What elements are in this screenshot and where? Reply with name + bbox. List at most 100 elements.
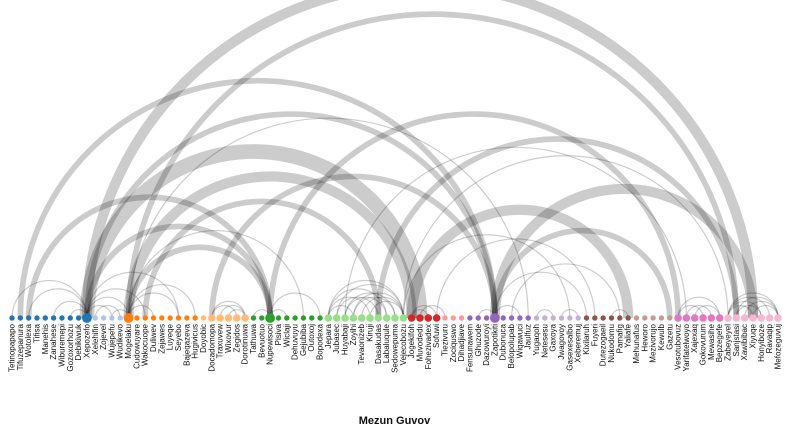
node-marker[interactable] [575, 315, 581, 321]
node-marker[interactable] [674, 314, 682, 322]
node-label: Zapotikiti [490, 324, 499, 356]
node-marker[interactable] [200, 315, 207, 321]
node-marker[interactable] [500, 315, 506, 321]
node-marker[interactable] [550, 315, 556, 321]
node-marker[interactable] [542, 315, 548, 321]
node-marker[interactable] [699, 314, 707, 322]
node-marker[interactable] [483, 315, 490, 321]
node-marker[interactable] [241, 314, 249, 322]
node-marker[interactable] [374, 314, 383, 322]
node-marker[interactable] [567, 315, 573, 321]
node-marker[interactable] [732, 314, 741, 322]
node-marker[interactable] [17, 315, 24, 321]
node-marker[interactable] [208, 314, 216, 322]
node-marker[interactable] [608, 315, 615, 321]
node-marker[interactable] [617, 315, 623, 321]
node-label: Mogelaku [124, 324, 133, 359]
node-marker[interactable] [690, 314, 699, 322]
node-marker[interactable] [525, 315, 531, 321]
node-marker[interactable] [774, 314, 782, 322]
node-marker[interactable] [508, 315, 515, 321]
node-marker[interactable] [707, 314, 716, 322]
node-marker[interactable] [517, 315, 523, 321]
node-marker[interactable] [467, 315, 473, 321]
node-marker[interactable] [357, 314, 366, 322]
node-marker[interactable] [682, 314, 691, 322]
arc-link [327, 279, 404, 319]
node-marker[interactable] [424, 314, 433, 322]
node-marker[interactable] [175, 315, 182, 321]
node-marker[interactable] [715, 314, 724, 322]
node-marker[interactable] [265, 313, 276, 323]
node-marker[interactable] [123, 313, 134, 323]
node-marker[interactable] [667, 315, 673, 321]
arc-link [535, 309, 554, 319]
node-marker[interactable] [332, 314, 341, 322]
node-marker[interactable] [233, 314, 241, 322]
node-marker[interactable] [192, 315, 198, 321]
node-marker[interactable] [159, 315, 165, 321]
node-marker[interactable] [309, 315, 315, 321]
node-marker[interactable] [9, 315, 15, 321]
node-marker[interactable] [382, 314, 391, 322]
node-marker[interactable] [184, 315, 190, 321]
node-marker[interactable] [317, 315, 323, 321]
node-marker[interactable] [533, 315, 540, 321]
node-marker[interactable] [167, 315, 173, 321]
node-marker[interactable] [600, 315, 606, 321]
node-marker[interactable] [67, 315, 73, 321]
node-marker[interactable] [25, 315, 32, 321]
node-marker[interactable] [216, 314, 224, 322]
node-marker[interactable] [592, 315, 598, 321]
node-marker[interactable] [324, 314, 333, 322]
node-marker[interactable] [583, 315, 590, 321]
node-marker[interactable] [341, 314, 349, 322]
node-marker[interactable] [391, 314, 399, 322]
node-marker[interactable] [625, 315, 631, 321]
node-label: Kewulb [657, 323, 666, 350]
node-marker[interactable] [109, 315, 115, 321]
node-marker[interactable] [757, 314, 766, 322]
node-marker[interactable] [75, 315, 82, 321]
node-marker[interactable] [349, 314, 358, 322]
node-marker[interactable] [259, 315, 265, 321]
node-marker[interactable] [490, 313, 500, 323]
node-marker[interactable] [42, 315, 49, 321]
node-marker[interactable] [117, 315, 123, 321]
node-marker[interactable] [50, 315, 57, 321]
arc-link [560, 309, 579, 319]
node-marker[interactable] [34, 315, 40, 321]
node-marker[interactable] [450, 315, 456, 321]
node-marker[interactable] [150, 315, 157, 321]
node-marker[interactable] [724, 314, 732, 322]
node-marker[interactable] [92, 315, 98, 321]
node-marker[interactable] [300, 315, 307, 321]
node-marker[interactable] [432, 314, 441, 322]
node-marker[interactable] [407, 314, 416, 322]
node-marker[interactable] [475, 315, 481, 321]
node-marker[interactable] [765, 314, 774, 322]
node-marker[interactable] [366, 314, 374, 322]
node-marker[interactable] [399, 314, 408, 322]
node-label: Nukodomu [607, 324, 616, 363]
node-marker[interactable] [749, 314, 757, 322]
node-marker[interactable] [59, 315, 65, 321]
node-marker[interactable] [100, 315, 107, 321]
node-marker[interactable] [740, 314, 749, 322]
node-marker[interactable] [416, 314, 424, 322]
node-marker[interactable] [442, 315, 448, 321]
node-marker[interactable] [250, 315, 257, 321]
node-marker[interactable] [134, 315, 140, 321]
node-marker[interactable] [275, 315, 282, 321]
node-marker[interactable] [633, 315, 640, 321]
node-marker[interactable] [142, 315, 148, 321]
node-marker[interactable] [642, 315, 648, 321]
node-marker[interactable] [224, 314, 233, 322]
node-marker[interactable] [458, 315, 465, 321]
node-marker[interactable] [658, 315, 665, 321]
node-marker[interactable] [558, 315, 565, 321]
node-marker[interactable] [292, 315, 298, 321]
node-marker[interactable] [82, 313, 92, 323]
node-marker[interactable] [650, 315, 656, 321]
node-marker[interactable] [284, 315, 290, 321]
